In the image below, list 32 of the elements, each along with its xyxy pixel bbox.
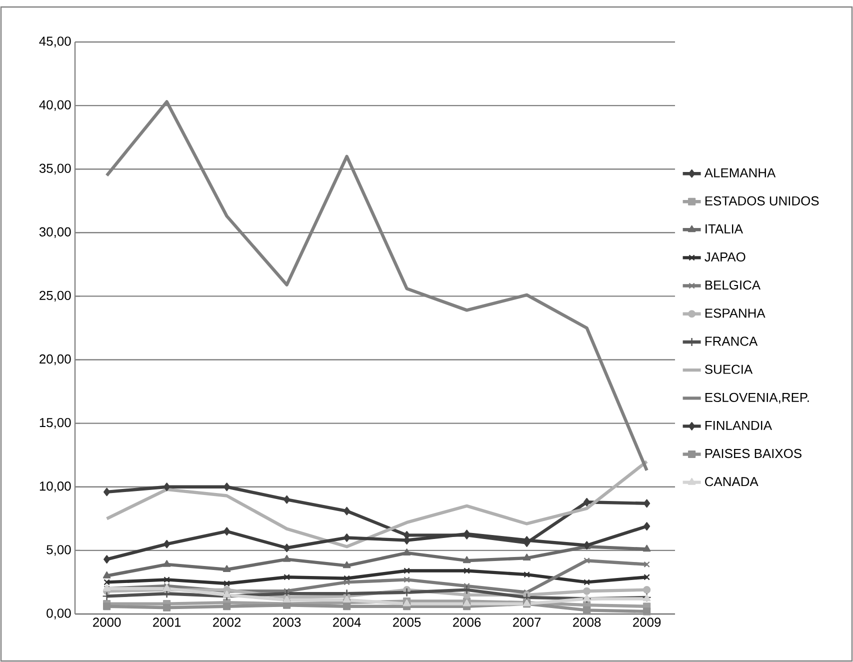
legend-label: FINLANDIA (705, 420, 772, 430)
legend-label: ESPANHA (705, 308, 766, 318)
y-tick-label: 20,00 (40, 354, 71, 366)
x-tick-label: 2005 (393, 618, 421, 627)
y-tick-label: 0,00 (46, 608, 71, 620)
x-tick-label: 2007 (513, 618, 541, 627)
x-tick-label: 2003 (273, 618, 301, 627)
legend-label: CANADA (705, 477, 758, 486)
legend-label: ITALIA (706, 224, 744, 234)
y-tick-label: 25,00 (40, 290, 71, 302)
y-tick-label: 15,00 (40, 418, 71, 429)
legend-label: PAISES BAIXOS (705, 448, 802, 458)
x-tick-label: 2006 (453, 618, 481, 627)
legend-label: ESLOVENIA,REP. (705, 392, 809, 404)
x-tick-label: 2009 (633, 618, 661, 627)
x-tick-label: 2000 (93, 618, 121, 627)
y-tick-label: 30,00 (39, 227, 71, 238)
x-tick-label: 2002 (213, 618, 241, 627)
y-tick-label: 45,00 (39, 36, 71, 48)
y-tick-label: 35,00 (39, 164, 71, 174)
legend-label: ALEMANHA (704, 168, 776, 178)
y-tick-label: 5,00 (46, 545, 71, 556)
legend-label: FRANCA (705, 336, 758, 346)
legend-label: BELGICA (705, 280, 761, 290)
y-tick-label: 10,00 (40, 482, 71, 492)
y-tick-label: 40,00 (39, 100, 71, 111)
legend-label: ESTADOS UNIDOS (705, 196, 819, 206)
x-tick-label: 2001 (153, 618, 181, 627)
x-tick-label: 2004 (333, 618, 361, 627)
legend-label: SUECIA (704, 364, 753, 374)
x-tick-label: 2008 (573, 618, 601, 627)
legend-label: JAPAO (704, 252, 746, 262)
